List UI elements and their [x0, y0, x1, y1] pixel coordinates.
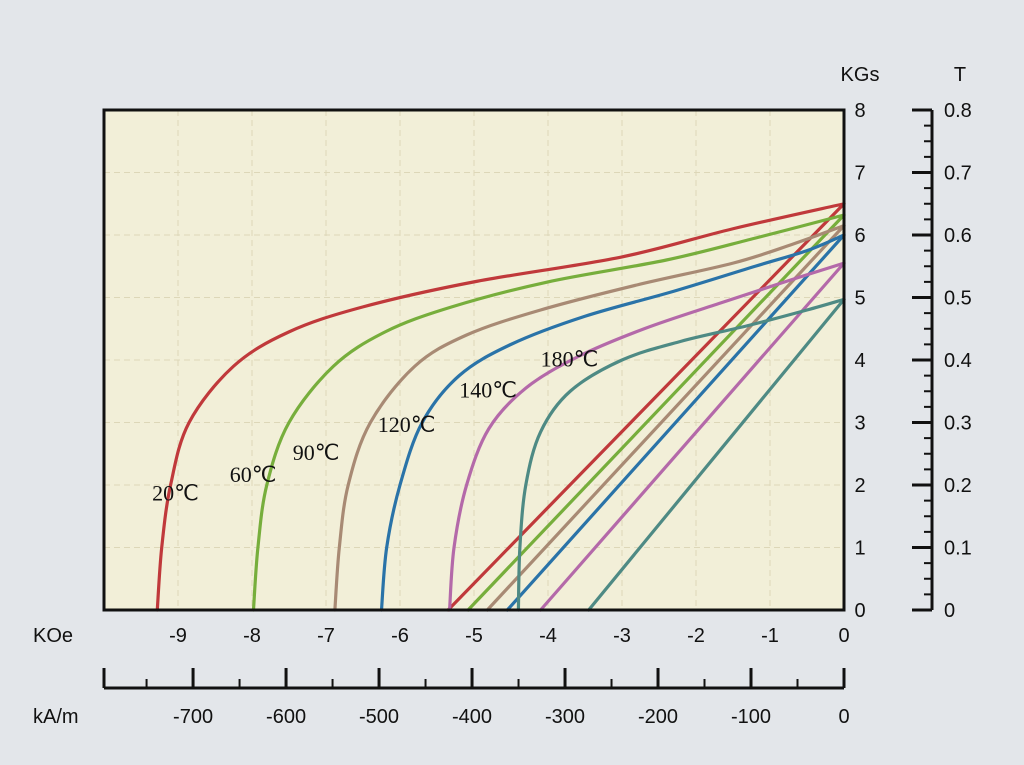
y-tick-label: 3: [854, 413, 865, 435]
x2-tick-label: -200: [638, 706, 678, 728]
y2-tick-label: 0.8: [944, 100, 972, 122]
x-tick-label: -4: [539, 625, 557, 647]
y-tick-label: 1: [854, 538, 865, 560]
y2-tick-label: 0.1: [944, 538, 972, 560]
recoil-line-120c: [505, 233, 846, 612]
y2-axis-unit-t: T: [954, 64, 966, 86]
y2-tick-label: 0.7: [944, 163, 972, 185]
y2-tick-label: 0.5: [944, 288, 972, 310]
curve-label-140c: 140℃: [459, 378, 517, 403]
curve-label-180c: 180℃: [541, 346, 599, 371]
y2-tick-label: 0: [944, 600, 955, 622]
x-tick-label: -6: [391, 625, 409, 647]
x-tick-label: -5: [465, 625, 483, 647]
curve-label-20c: 20℃: [152, 481, 199, 506]
recoil-line-90c: [485, 224, 846, 612]
y-tick-label: 5: [854, 288, 865, 310]
y-tick-label: 6: [854, 225, 865, 247]
x-tick-label: -8: [243, 625, 261, 647]
x2-tick-label: -700: [173, 706, 213, 728]
plot-frame: [102, 108, 846, 612]
demag-curve-140c: [447, 261, 846, 612]
curve-label-90c: 90℃: [293, 440, 340, 465]
axis-layer: -9 -8 -7 -6 -5 -4 -3 -2 -1 001234567800.10.20.30.…: [102, 100, 972, 728]
x-tick-label: -2: [687, 625, 705, 647]
y-axis-unit-kgs: KGs: [841, 64, 880, 86]
recoil-line-20c: [446, 202, 846, 612]
demag-curve-90c: [333, 224, 846, 612]
y-tick-label: 7: [854, 163, 865, 185]
demag-curve-20c: [155, 202, 846, 612]
y2-tick-label: 0.4: [944, 350, 972, 372]
y-tick-label: 4: [854, 350, 865, 372]
curve-label-120c: 120℃: [378, 412, 436, 437]
demag-curve-120c: [379, 233, 846, 612]
curve-layer: [155, 202, 846, 612]
x2-tick-label: 0: [838, 706, 849, 728]
y2-tick-label: 0.6: [944, 225, 972, 247]
x-tick-label: 0: [838, 625, 849, 647]
x-tick-label: -3: [613, 625, 631, 647]
recoil-line-140c: [538, 261, 846, 612]
y-tick-label: 0: [854, 600, 865, 622]
x-tick-label: -1: [761, 625, 779, 647]
y2-tick-label: 0.3: [944, 413, 972, 435]
x2-tick-label: -300: [545, 706, 585, 728]
y-tick-label: 2: [854, 475, 865, 497]
y-tick-label: 8: [854, 100, 865, 122]
x2-tick-label: -100: [731, 706, 771, 728]
x2-tick-label: -600: [266, 706, 306, 728]
curve-label-60c: 60℃: [230, 462, 277, 487]
curve-label-layer: 20℃ 60℃ 90℃ 120℃ 140℃ 180℃: [152, 346, 598, 505]
x-axis-unit-koe: KOe: [33, 625, 73, 647]
x2-axis-unit-kam: kA/m: [33, 706, 79, 728]
demag-curve-180c: [516, 297, 846, 612]
recoil-line-60c: [466, 213, 846, 612]
recoil-line-180c: [587, 297, 846, 612]
x2-tick-label: -400: [452, 706, 492, 728]
demag-curve-60c: [251, 213, 846, 612]
x2-tick-label: -500: [359, 706, 399, 728]
y2-tick-label: 0.2: [944, 475, 972, 497]
x-tick-label: -7: [317, 625, 335, 647]
x-tick-label: -9: [169, 625, 187, 647]
